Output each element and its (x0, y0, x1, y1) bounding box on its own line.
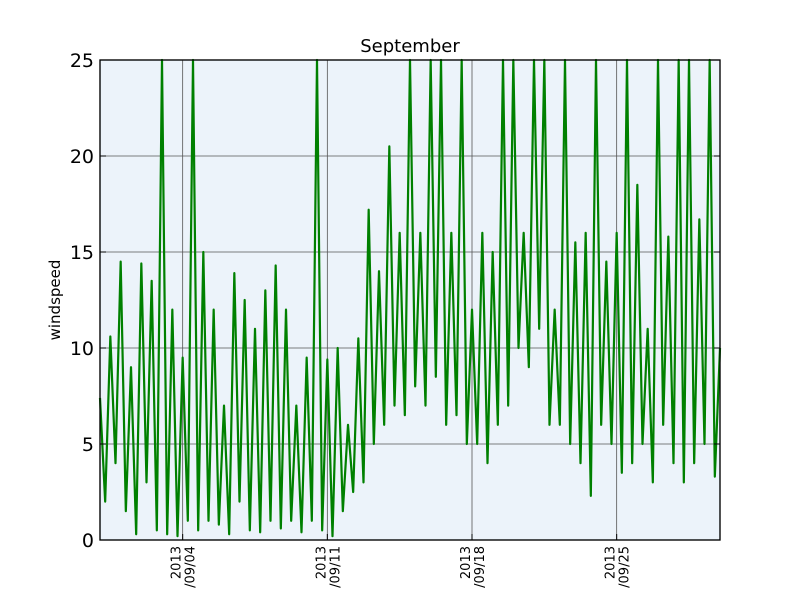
x-tick-label-line: /09/25 (618, 546, 633, 588)
x-tick-label: 2013/09/11 (314, 546, 343, 588)
y-tick-label: 5 (82, 434, 94, 456)
y-tick-label: 10 (70, 338, 94, 360)
x-tick-label-line: 2013 (314, 546, 329, 579)
x-tick-label-text: 2013/09/04 (170, 546, 199, 588)
x-tick-label-text: 2013/09/11 (314, 546, 343, 588)
y-axis: 0 5 10 15 20 25 (70, 50, 720, 552)
x-axis: 2013/09/04 2013/09/11 2013/09/18 2013/09/25 (170, 534, 633, 588)
x-tick-label-line: 2013 (604, 546, 619, 579)
y-tick-label: 20 (70, 146, 94, 168)
y-axis-label: windspeed (46, 260, 64, 341)
x-tick-label-line: /09/04 (184, 546, 199, 588)
y-tick-label: 25 (70, 50, 94, 72)
x-tick-label: 2013/09/04 (170, 546, 199, 588)
x-tick-label-text: 2013/09/18 (459, 546, 488, 588)
plot-frame (99, 59, 721, 541)
x-tick-label-text: 2013/09/25 (604, 546, 633, 588)
x-tick-label-line: 2013 (170, 546, 185, 579)
y-tick-label: 0 (82, 530, 94, 552)
x-tick-label-line: /09/11 (328, 546, 343, 588)
x-tick-label-line: /09/18 (473, 546, 488, 588)
y-tick-label: 15 (70, 242, 94, 264)
x-tick-label: 2013/09/18 (459, 546, 488, 588)
x-tick-label: 2013/09/25 (604, 546, 633, 588)
chart-title: September (360, 36, 460, 57)
x-tick-label-line: 2013 (459, 546, 474, 579)
